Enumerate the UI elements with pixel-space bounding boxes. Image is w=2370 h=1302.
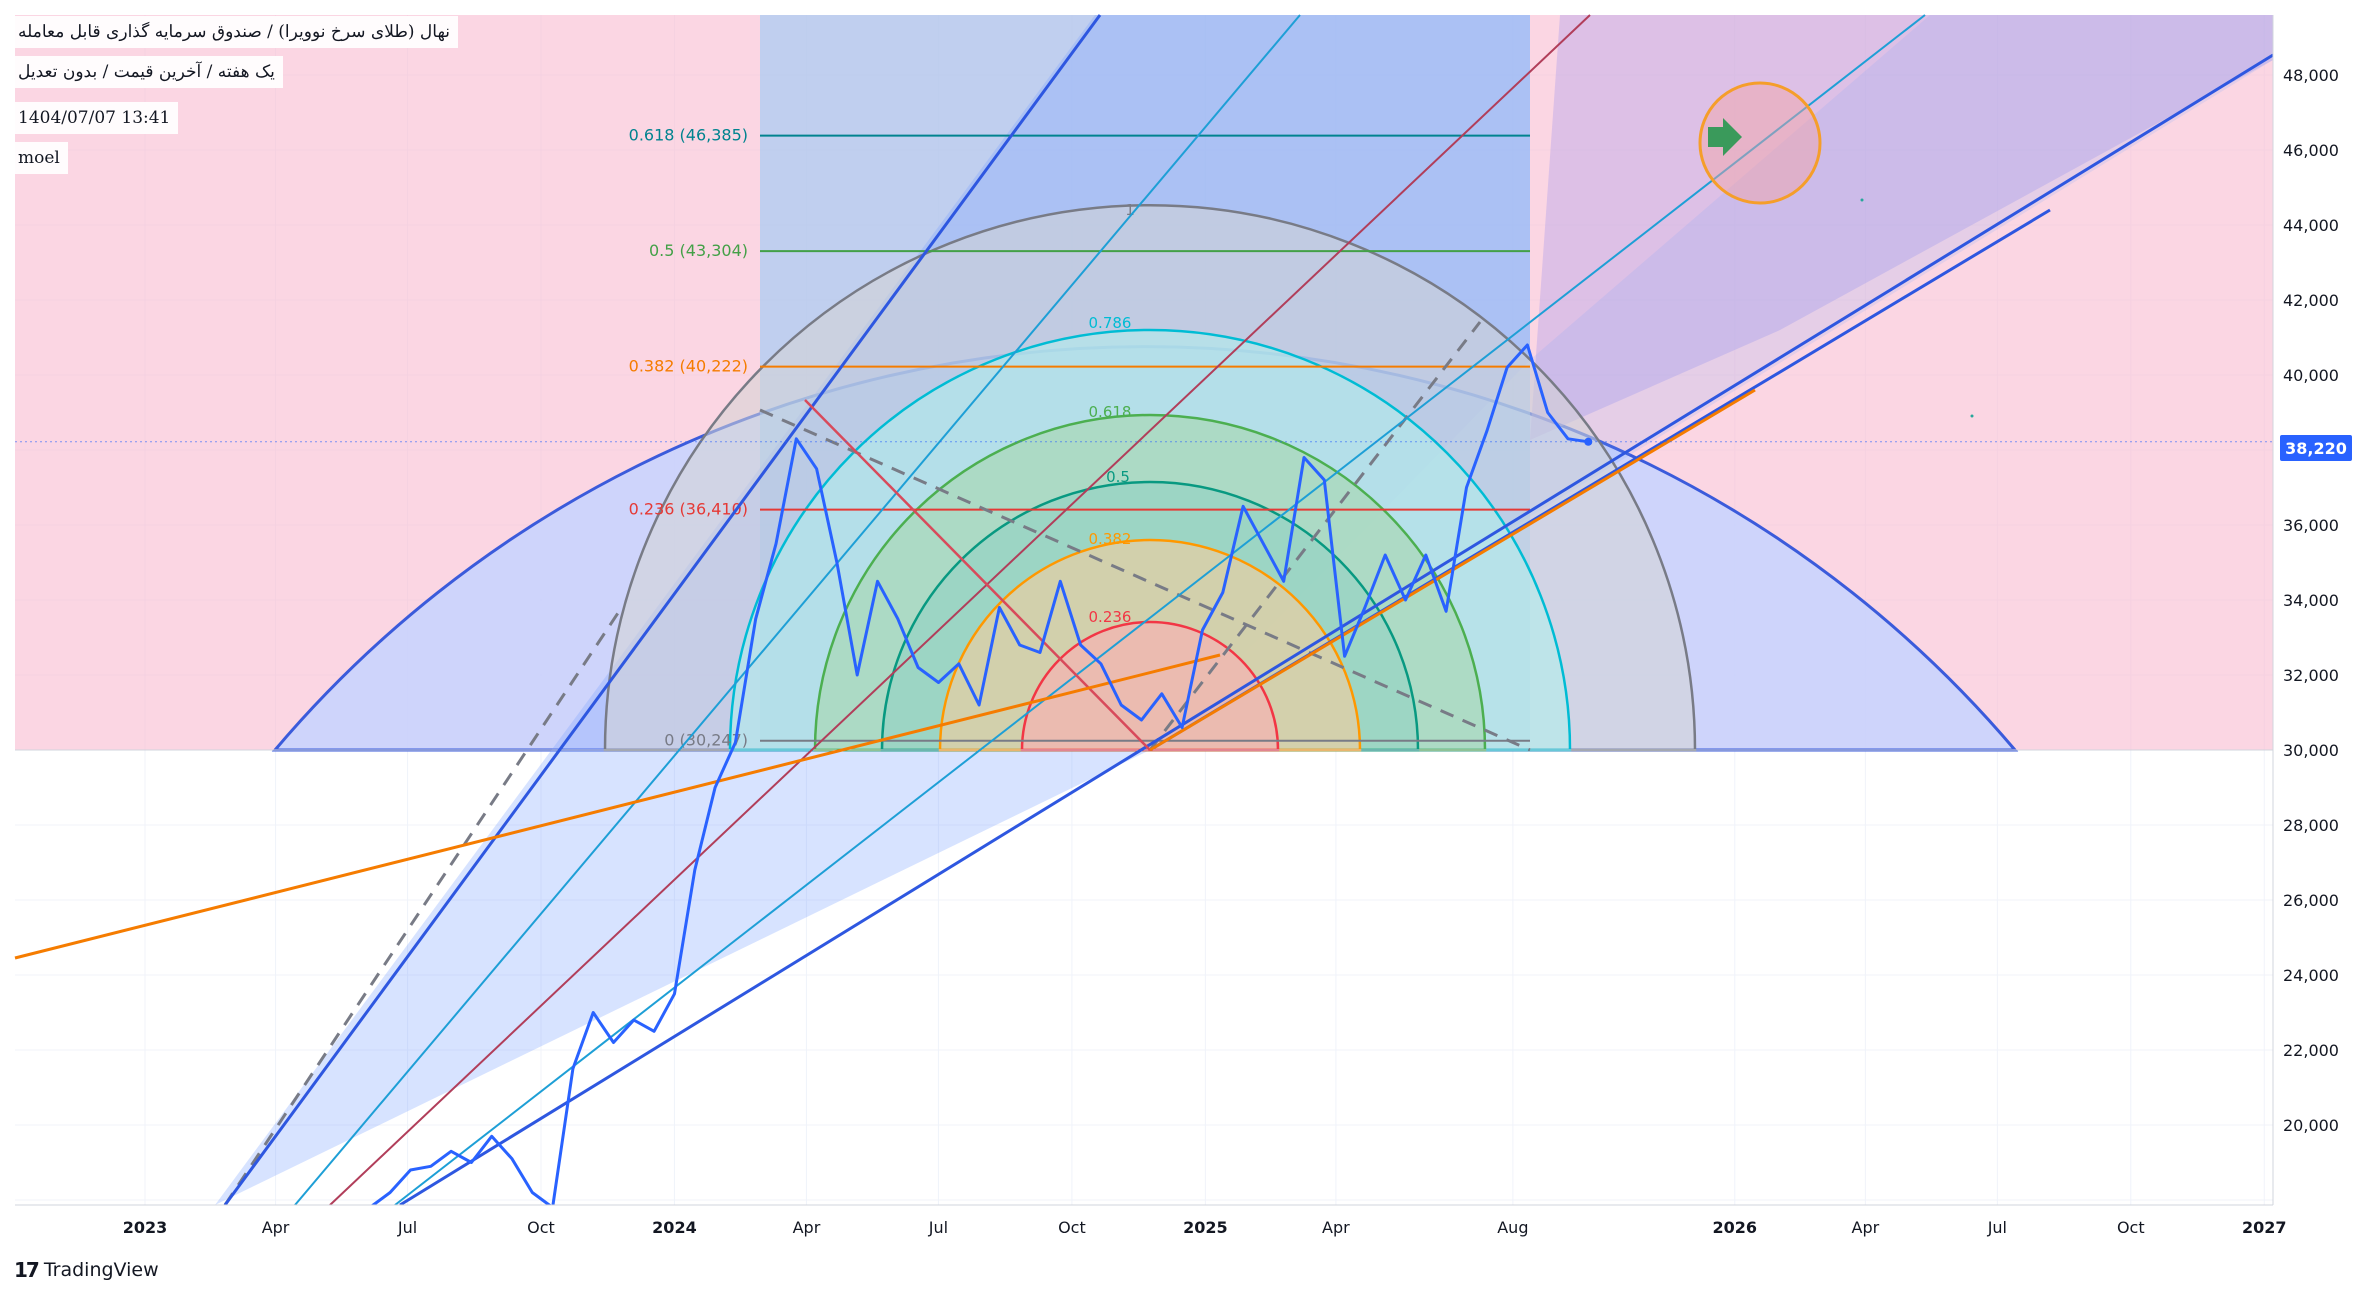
marker-dot	[1970, 414, 1974, 418]
fib-level-label: 0.236 (36,410)	[629, 500, 748, 519]
x-axis-tick-label: Jul	[397, 1218, 417, 1237]
arrow-right-icon	[1708, 118, 1742, 156]
y-axis-tick-label: 24,000	[2283, 966, 2339, 985]
y-axis-tick-label: 46,000	[2283, 141, 2339, 160]
x-axis-tick-label: Oct	[2117, 1218, 2145, 1237]
x-axis-tick-label: 2025	[1183, 1218, 1228, 1237]
x-axis-tick-label: 2026	[1713, 1218, 1758, 1237]
price-line[interactable]	[328, 343, 1589, 1258]
x-axis-tick-label: Jul	[1987, 1218, 2007, 1237]
last-price-tag: 38,220	[2280, 435, 2352, 461]
fib-arc-label: 0.382	[1089, 530, 1132, 548]
y-axis-tick-label: 20,000	[2283, 1116, 2339, 1135]
fib-arc-label: 1	[1125, 201, 1135, 219]
fan-line-red	[329, 14, 1591, 1206]
x-axis-tick-label: Apr	[1322, 1218, 1350, 1237]
fib-arc-5	[1020, 620, 1280, 752]
legend-interval: یک هفته / آخرین قیمت / بدون تعدیل	[10, 56, 283, 88]
fan-line-blue-1	[223, 14, 1102, 1206]
x-axis-tick-label: Apr	[793, 1218, 821, 1237]
marker-dot	[1860, 198, 1864, 202]
legend-author: moel	[10, 142, 68, 174]
legend-datetime: 1404/07/07 13:41	[10, 102, 179, 134]
x-axis-tick-label: 2024	[652, 1218, 697, 1237]
dashed-trend-right	[1148, 321, 1482, 751]
orange-trend-line	[14, 653, 1221, 960]
x-axis-tick-label: Aug	[1497, 1218, 1528, 1237]
fan-line-blue-2	[399, 53, 2274, 1207]
y-axis-tick-label: 28,000	[2283, 816, 2339, 835]
x-axis-tick-label: Apr	[1852, 1218, 1880, 1237]
fan-line-sky-1	[294, 14, 1301, 1206]
x-axis-tick-label: 2023	[123, 1218, 168, 1237]
last-price-dot	[1584, 437, 1593, 446]
y-axis-tick-label: 40,000	[2283, 366, 2339, 385]
y-axis-tick-label: 48,000	[2283, 66, 2339, 85]
y-axis-tick-label: 26,000	[2283, 891, 2339, 910]
purple-zone	[1530, 15, 2273, 440]
tradingview-logo-text: TradingView	[43, 1259, 159, 1281]
tradingview-logo[interactable]: 17 TradingView	[14, 1258, 159, 1282]
y-axis-tick-label: 32,000	[2283, 666, 2339, 685]
fib-arc-label: 0.618	[1089, 403, 1132, 421]
y-axis-tick-label: 36,000	[2283, 516, 2339, 535]
x-axis-area	[0, 1205, 2370, 1298]
y-axis-tick-label: 44,000	[2283, 216, 2339, 235]
dashed-trend-mid	[759, 408, 1531, 752]
y-axis-tick-label: 30,000	[2283, 741, 2339, 760]
fib-arc-label: 0.5	[1106, 468, 1130, 486]
x-axis-tick-label: Oct	[1058, 1218, 1086, 1237]
x-axis-tick-label: Apr	[262, 1218, 290, 1237]
y-axis-area	[2273, 0, 2370, 1298]
y-axis-tick-label: 22,000	[2283, 1041, 2339, 1060]
fib-arc-label: 0.236	[1089, 608, 1132, 626]
fib-level-label: 0.382 (40,222)	[629, 357, 748, 376]
x-axis-tick-label: Jul	[928, 1218, 948, 1237]
fib-level-label: 0 (30,247)	[664, 731, 748, 750]
legend-symbol-title[interactable]: نهال (طلای سرخ نوویرا) / صندوق سرمایه گذ…	[10, 16, 459, 48]
fan-line-sky-2	[394, 14, 1926, 1206]
fib-arc-label: 0.786	[1089, 314, 1132, 332]
fib-level-label: 0.618 (46,385)	[629, 126, 748, 145]
y-axis-tick-label: 42,000	[2283, 291, 2339, 310]
y-axis-tick-label: 34,000	[2283, 591, 2339, 610]
x-axis-tick-label: Oct	[527, 1218, 555, 1237]
red-cross-line	[804, 399, 1151, 751]
fib-level-label: 0.5 (43,304)	[649, 241, 748, 260]
tradingview-logo-icon: 17	[14, 1258, 40, 1282]
highlight-circle	[1698, 81, 1822, 205]
x-axis-tick-label: 2027	[2242, 1218, 2287, 1237]
